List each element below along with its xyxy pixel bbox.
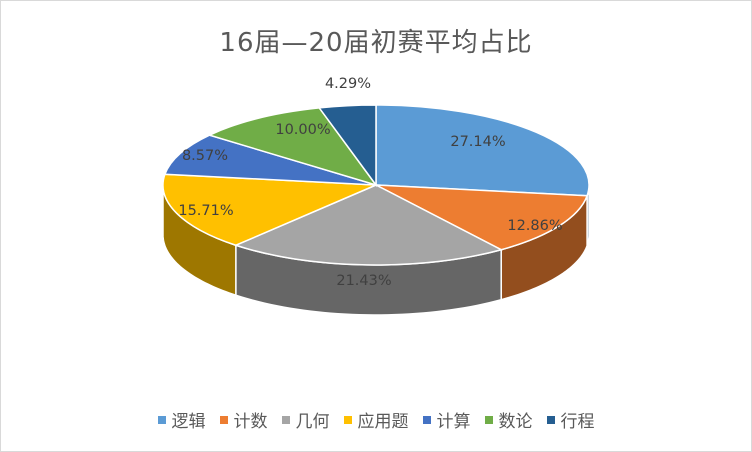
data-label: 10.00% bbox=[275, 122, 330, 138]
legend-swatch-icon bbox=[219, 415, 228, 424]
legend-label: 数论 bbox=[498, 412, 533, 432]
legend-swatch-icon bbox=[343, 415, 352, 424]
chart-title: 16届—20届初赛平均占比 bbox=[219, 28, 533, 58]
pie-slice-2 bbox=[233, 184, 504, 266]
legend-swatch-icon bbox=[484, 415, 493, 424]
pie-slice-5 bbox=[207, 107, 378, 187]
pie-slice-0 bbox=[375, 104, 590, 197]
pie-slice-1 bbox=[375, 184, 589, 251]
pie-slice-6 bbox=[317, 104, 377, 188]
legend-label: 行程 bbox=[560, 412, 595, 432]
data-label: 12.86% bbox=[507, 218, 562, 234]
chart-legend: 逻辑 计数 几何 应用题 计算 数论 行程 bbox=[0, 407, 752, 432]
legend-label: 逻辑 bbox=[171, 412, 206, 432]
legend-item: 计数 bbox=[219, 407, 268, 432]
legend-item: 应用题 bbox=[343, 407, 409, 432]
legend-label: 计算 bbox=[436, 412, 471, 432]
legend-item: 几何 bbox=[281, 407, 330, 432]
legend-label: 计数 bbox=[233, 412, 268, 432]
legend-item: 计算 bbox=[422, 407, 471, 432]
data-label: 15.71% bbox=[178, 203, 233, 219]
pie-slice-4 bbox=[163, 134, 377, 186]
legend-item: 行程 bbox=[546, 407, 595, 432]
legend-item: 逻辑 bbox=[157, 407, 206, 432]
data-label: 8.57% bbox=[182, 148, 228, 164]
legend-swatch-icon bbox=[422, 415, 431, 424]
data-label: 4.29% bbox=[325, 76, 371, 92]
legend-swatch-icon bbox=[281, 415, 290, 424]
legend-swatch-icon bbox=[157, 415, 166, 424]
data-label: 27.14% bbox=[450, 134, 505, 150]
legend-label: 几何 bbox=[295, 412, 330, 432]
legend-swatch-icon bbox=[546, 415, 555, 424]
legend-item: 数论 bbox=[484, 407, 533, 432]
legend-label: 应用题 bbox=[357, 412, 409, 432]
pie-slice-3 bbox=[162, 173, 377, 247]
data-label: 21.43% bbox=[336, 273, 391, 289]
